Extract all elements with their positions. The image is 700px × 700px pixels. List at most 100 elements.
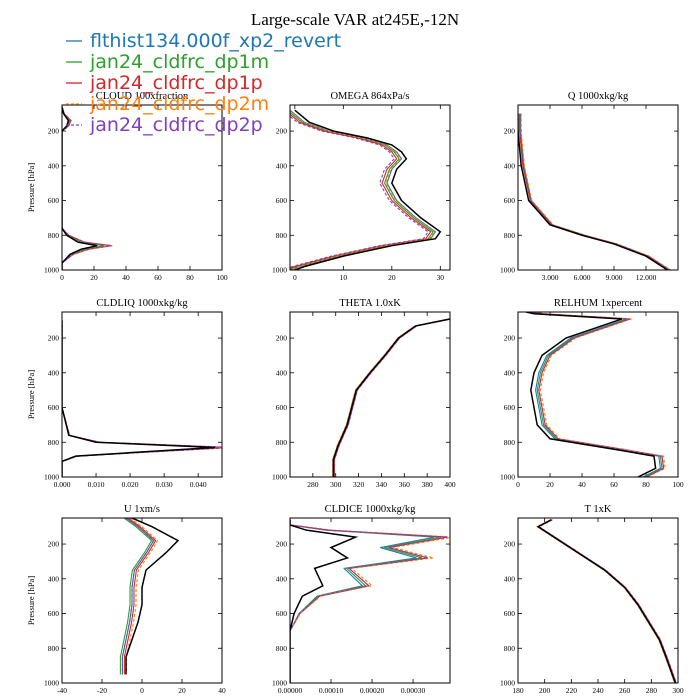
y-tick-label: 600 bbox=[276, 609, 288, 618]
x-tick-label: 20 bbox=[546, 480, 554, 489]
y-tick-label: 400 bbox=[48, 368, 60, 377]
series-line-3 bbox=[537, 519, 677, 683]
x-tick-label: 0.010 bbox=[88, 480, 105, 489]
series-line-3 bbox=[333, 318, 450, 477]
series-line-2 bbox=[62, 106, 105, 270]
x-tick-label: 0.00010 bbox=[319, 686, 344, 695]
y-tick-label: 600 bbox=[48, 196, 60, 205]
panel-title: CLDLIQ 1000xkg/kg bbox=[96, 298, 188, 309]
series-line-2 bbox=[290, 519, 442, 683]
series-group bbox=[119, 518, 180, 675]
reference-line bbox=[525, 312, 657, 477]
x-tick-label: 240 bbox=[592, 686, 604, 695]
panel-frame bbox=[61, 311, 223, 478]
y-tick-label: 600 bbox=[276, 196, 288, 205]
panel-3: Q 1000xkg/kg 200 400 600 800 1000 3.000 6.000 9.… bbox=[500, 91, 679, 282]
x-tick-label: 400 bbox=[444, 480, 456, 489]
x-tick-label: 100 bbox=[672, 480, 684, 489]
x-tick-label: 60 bbox=[610, 480, 618, 489]
x-tick-label: 180 bbox=[512, 686, 524, 695]
series-line-4 bbox=[290, 519, 450, 683]
y-tick-label: 200 bbox=[48, 540, 60, 549]
panel-title: CLDICE 1000xkg/kg bbox=[325, 504, 416, 515]
panel-title: CLOUD 100xfraction bbox=[96, 91, 189, 102]
series-line-4 bbox=[535, 312, 666, 477]
series-group bbox=[290, 109, 442, 270]
x-tick-label: 260 bbox=[619, 686, 631, 695]
y-tick-label: 600 bbox=[276, 403, 288, 412]
y-axis-label: Pressure [hPa] bbox=[26, 163, 36, 213]
series-line-3 bbox=[519, 113, 670, 270]
x-tick-label: 0 bbox=[293, 273, 297, 282]
x-tick-label: 340 bbox=[376, 480, 388, 489]
legend-label: jan24_cldfrc_dp2m bbox=[89, 93, 269, 115]
x-tick-label: 0 bbox=[60, 273, 64, 282]
y-tick-label: 800 bbox=[504, 644, 516, 653]
reference-line bbox=[125, 518, 180, 675]
panel-frame bbox=[517, 517, 679, 684]
reference-line bbox=[518, 113, 668, 270]
y-tick-label: 600 bbox=[48, 403, 60, 412]
x-tick-label: 0.030 bbox=[156, 480, 173, 489]
series-line-4 bbox=[331, 318, 450, 477]
series-line-2 bbox=[332, 318, 450, 477]
y-tick-label: 400 bbox=[276, 368, 288, 377]
reference-line bbox=[62, 320, 216, 477]
x-tick-label: 6.000 bbox=[574, 273, 591, 282]
series-line-5 bbox=[290, 519, 448, 683]
series-line-4 bbox=[520, 113, 671, 270]
panel-title: OMEGA 864xPa/s bbox=[330, 91, 409, 102]
series-group bbox=[290, 519, 450, 683]
x-tick-label: 12.000 bbox=[636, 273, 657, 282]
series-group bbox=[331, 318, 450, 477]
x-tick-label: 360 bbox=[399, 480, 411, 489]
panel-title: T 1xK bbox=[585, 504, 612, 515]
x-tick-label: 0.00000 bbox=[278, 686, 303, 695]
series-line-4 bbox=[536, 519, 676, 683]
series-line-2 bbox=[119, 518, 153, 675]
series-line-1 bbox=[519, 113, 670, 270]
y-tick-label: 1000 bbox=[272, 266, 287, 275]
y-tick-label: 200 bbox=[504, 127, 516, 136]
series-line-5 bbox=[533, 312, 665, 477]
x-tick-label: 0.020 bbox=[122, 480, 139, 489]
y-tick-label: 600 bbox=[504, 196, 516, 205]
series-line-1 bbox=[537, 519, 677, 683]
y-tick-label: 600 bbox=[48, 609, 60, 618]
x-tick-label: 10 bbox=[340, 273, 348, 282]
x-tick-label: 0.00030 bbox=[401, 686, 426, 695]
series-line-3 bbox=[290, 113, 432, 269]
y-axis-label: Pressure [hPa] bbox=[26, 576, 36, 626]
legend-label: jan24_cldfrc_dp2p bbox=[89, 114, 263, 136]
x-tick-label: 220 bbox=[566, 686, 578, 695]
series-group bbox=[525, 312, 666, 477]
x-tick-label: 20 bbox=[178, 686, 186, 695]
y-tick-label: 1000 bbox=[272, 473, 287, 482]
y-tick-label: 1000 bbox=[272, 679, 287, 688]
y-tick-label: 800 bbox=[48, 438, 60, 447]
y-tick-label: 1000 bbox=[44, 266, 59, 275]
x-tick-label: 300 bbox=[672, 686, 684, 695]
y-tick-label: 1000 bbox=[500, 266, 515, 275]
reference-line bbox=[332, 318, 450, 477]
y-tick-label: 200 bbox=[504, 334, 516, 343]
y-tick-label: 1000 bbox=[500, 679, 515, 688]
series-group bbox=[62, 106, 114, 270]
reference-line bbox=[62, 106, 98, 270]
x-tick-label: 40 bbox=[218, 686, 226, 695]
panel-4: CLDLIQ 1000xkg/kg Pressure [hPa] 200 400 600… bbox=[26, 298, 223, 489]
series-line-5 bbox=[519, 113, 670, 270]
y-tick-label: 1000 bbox=[500, 473, 515, 482]
y-tick-label: 800 bbox=[276, 438, 288, 447]
series-line-5 bbox=[121, 518, 155, 675]
panel-frame bbox=[517, 311, 679, 478]
panel-frame bbox=[289, 104, 451, 271]
series-line-2 bbox=[520, 113, 671, 270]
x-tick-label: 280 bbox=[646, 686, 658, 695]
y-tick-label: 200 bbox=[48, 334, 60, 343]
x-tick-label: 300 bbox=[330, 480, 342, 489]
